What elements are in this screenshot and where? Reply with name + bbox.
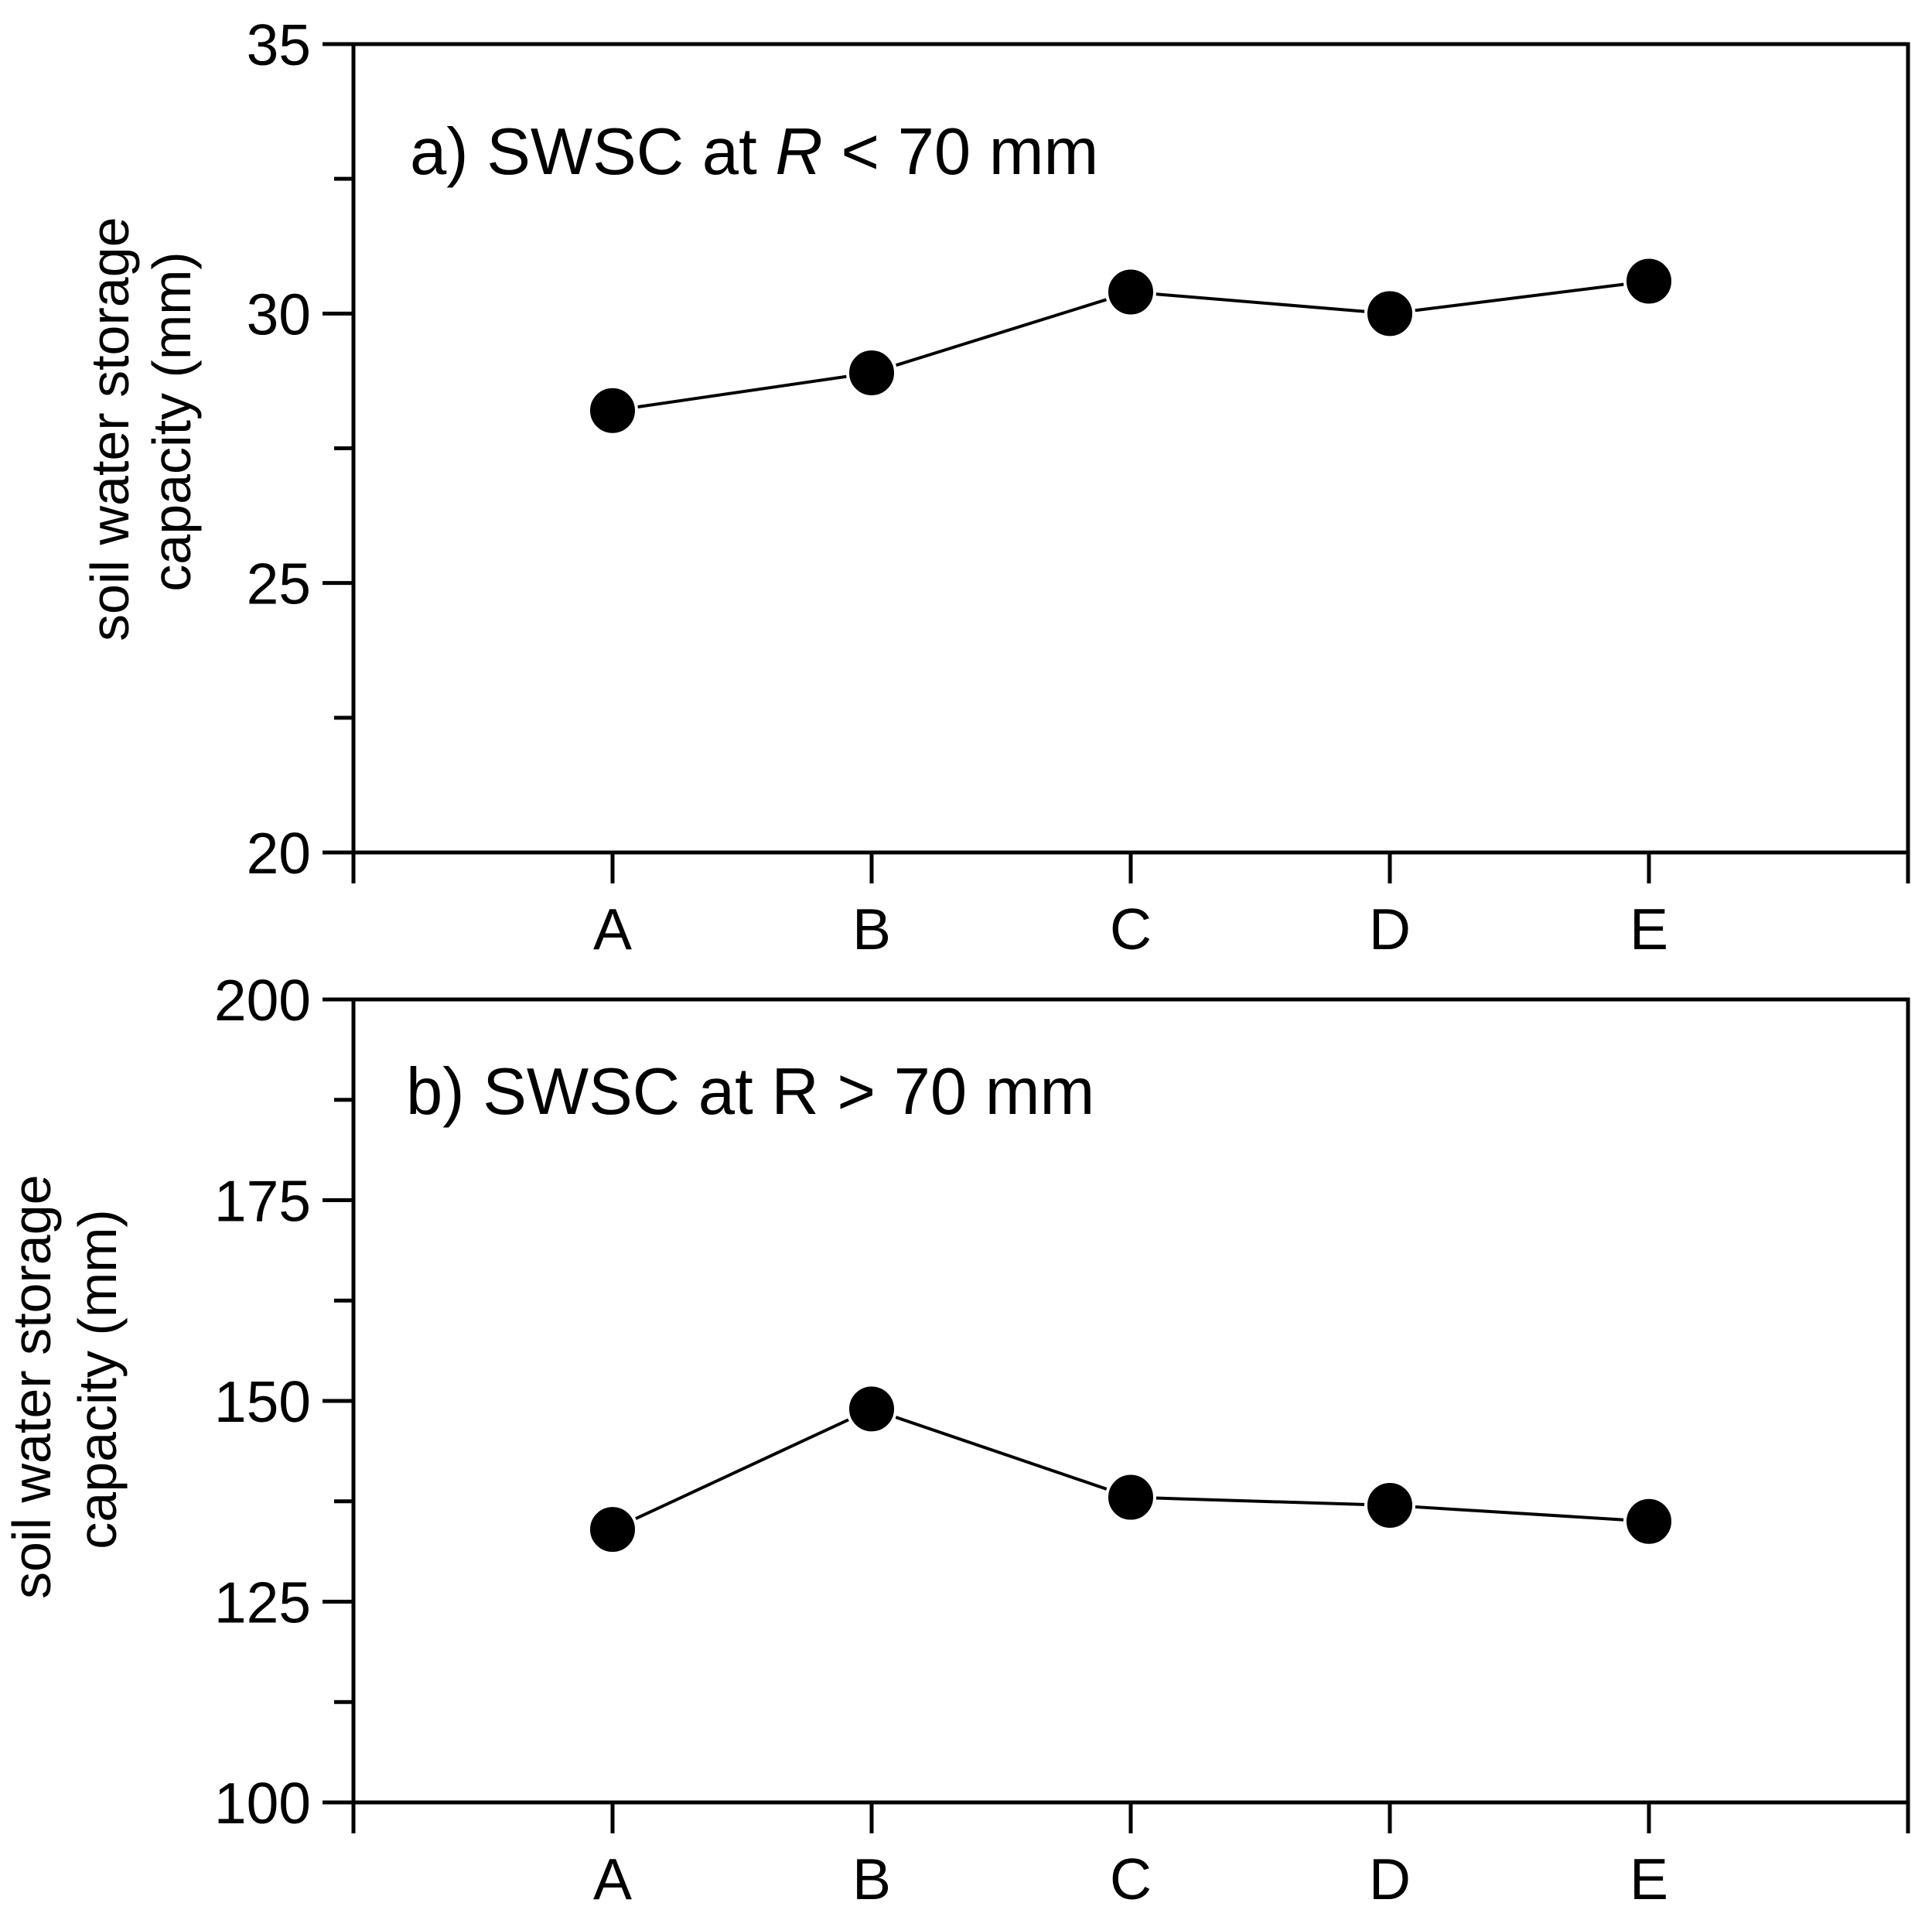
y-tick-label: 150: [214, 1369, 311, 1434]
panel-a-series: [587, 255, 1674, 436]
panel-a-ylabel-line-1: soil water storage: [80, 217, 140, 641]
x-tick-label-b: B: [852, 897, 891, 962]
series-line-segment: [871, 290, 1132, 374]
y-tick-label: 100: [214, 1771, 311, 1836]
panel-b-series: [587, 1383, 1674, 1556]
y-tick-label: 25: [247, 552, 311, 617]
panel-b: b) SWSC at R > 70 mm soil water storage …: [2, 968, 1910, 1911]
y-tick-label: 20: [247, 821, 311, 886]
panel-b-y-axis: 100 125 150 175 200: [214, 968, 353, 1836]
data-point-b: [846, 347, 897, 398]
panel-a-title: a) SWSC at R < 70 mm: [410, 115, 1098, 189]
x-tick-label-b: B: [852, 1847, 891, 1911]
series-line-segment: [1389, 1503, 1650, 1523]
panel-a-y-axis: 20 25 30 35: [247, 12, 353, 886]
panel-a-ylabel: soil water storage capacity (mm): [80, 202, 202, 641]
panel-a-title-suffix: < 70 mm: [823, 115, 1099, 189]
panel-a-x-axis: A B C D E: [351, 852, 1910, 962]
series-line-segment: [1130, 290, 1391, 316]
series-line-segment: [612, 1407, 872, 1531]
x-tick-label-c: C: [1110, 897, 1152, 962]
series-line-segment: [1389, 279, 1650, 316]
data-point-c: [1105, 266, 1156, 318]
panel-b-title: b) SWSC at R > 70 mm: [406, 1055, 1094, 1129]
panel-a-title-var: R: [775, 115, 822, 189]
y-tick-label: 175: [214, 1169, 311, 1234]
data-point-a: [587, 1504, 638, 1556]
y-tick-label: 30: [247, 282, 311, 347]
x-tick-label-e: E: [1630, 1847, 1668, 1911]
panel-a-title-prefix: a) SWSC at: [410, 115, 775, 189]
panel-a-ylabel-line-2: capacity (mm): [142, 251, 202, 591]
series-line-segment: [871, 1407, 1132, 1499]
data-point-e: [1623, 1495, 1674, 1547]
panel-b-title-prefix: b) SWSC at R > 70 mm: [406, 1055, 1094, 1129]
x-tick-label-a: A: [593, 897, 632, 962]
series-line-segment: [1130, 1495, 1391, 1507]
y-tick-label: 200: [214, 968, 311, 1033]
x-tick-label-d: D: [1369, 1847, 1411, 1911]
x-tick-label-d: D: [1369, 897, 1411, 962]
series-line-segment: [612, 371, 872, 412]
x-tick-label-c: C: [1110, 1847, 1152, 1911]
y-tick-label: 125: [214, 1570, 311, 1635]
panel-b-ylabel: soil water storage capacity (mm): [2, 1160, 128, 1599]
y-tick-label: 35: [247, 12, 311, 77]
data-point-e: [1623, 255, 1674, 307]
panel-a: a) SWSC at R < 70 mm soil water storage …: [80, 12, 1910, 962]
x-tick-label-e: E: [1630, 897, 1668, 962]
panel-b-ylabel-line-2: capacity (mm): [67, 1209, 128, 1549]
panel-b-x-axis: A B C D E: [351, 1802, 1910, 1911]
data-point-a: [587, 384, 638, 436]
x-tick-label-a: A: [593, 1847, 632, 1911]
panel-b-ylabel-line-1: soil water storage: [2, 1174, 62, 1599]
data-point-b: [846, 1383, 897, 1435]
data-point-d: [1364, 1479, 1415, 1531]
data-point-d: [1364, 288, 1415, 340]
data-point-c: [1105, 1471, 1156, 1523]
